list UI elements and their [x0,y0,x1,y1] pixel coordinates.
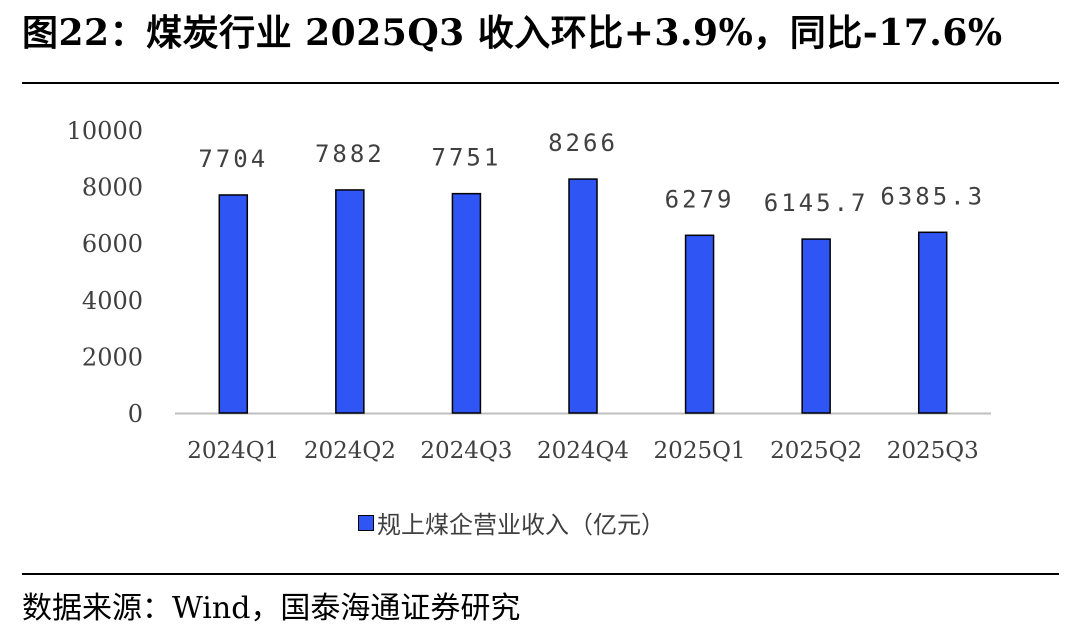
legend: 规上煤企营业收入（亿元） [358,505,665,540]
x-tick-label: 2025Q3 [887,438,979,464]
bar [801,238,831,414]
data-label: 6279 [665,185,735,213]
bar [451,192,482,414]
title-divider [22,82,1059,84]
legend-swatch [358,514,374,531]
y-tick-label: 0 [128,400,143,428]
data-label: 7704 [198,145,268,173]
y-tick-label: 4000 [82,287,143,315]
x-tick-label: 2024Q3 [420,438,512,464]
data-label: 7882 [315,140,385,168]
x-tick-label: 2024Q2 [304,438,396,464]
x-tick-label: 2025Q1 [654,438,746,464]
x-tick-label: 2024Q1 [187,438,279,464]
data-label: 7751 [432,144,502,172]
y-tick-label: 10000 [67,117,143,145]
bar [684,234,715,414]
data-label: 6145.7 [764,189,869,217]
y-tick-label: 6000 [82,230,143,258]
data-label: 6385.3 [880,182,985,210]
x-tick-label: 2024Q4 [537,438,629,464]
bar-chart: 0 2000 4000 6000 8000 10000 7704 2024Q1 7882 2024… [67,117,991,464]
y-tick-label: 8000 [82,174,143,202]
source-note: 数据来源：Wind，国泰海通证券研究 [22,591,521,626]
bar [335,189,365,414]
chart-title: 图22：煤炭行业 2025Q3 收入环比+3.9%，同比-17.6% [22,12,1003,54]
x-tick-label: 2025Q2 [770,438,862,464]
legend-label: 规上煤企营业收入（亿元） [377,511,665,539]
source-divider [22,573,1059,575]
data-label: 8266 [548,129,618,157]
bar [218,194,249,414]
bar [568,178,598,414]
y-tick-label: 2000 [82,343,143,371]
bar [917,231,948,414]
